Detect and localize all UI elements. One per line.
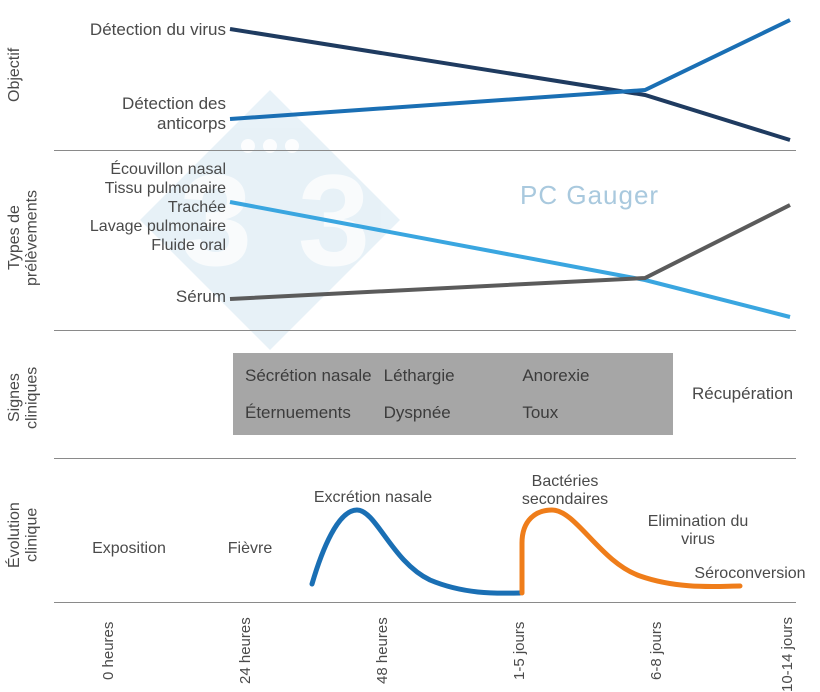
evolution-curves <box>0 0 820 692</box>
